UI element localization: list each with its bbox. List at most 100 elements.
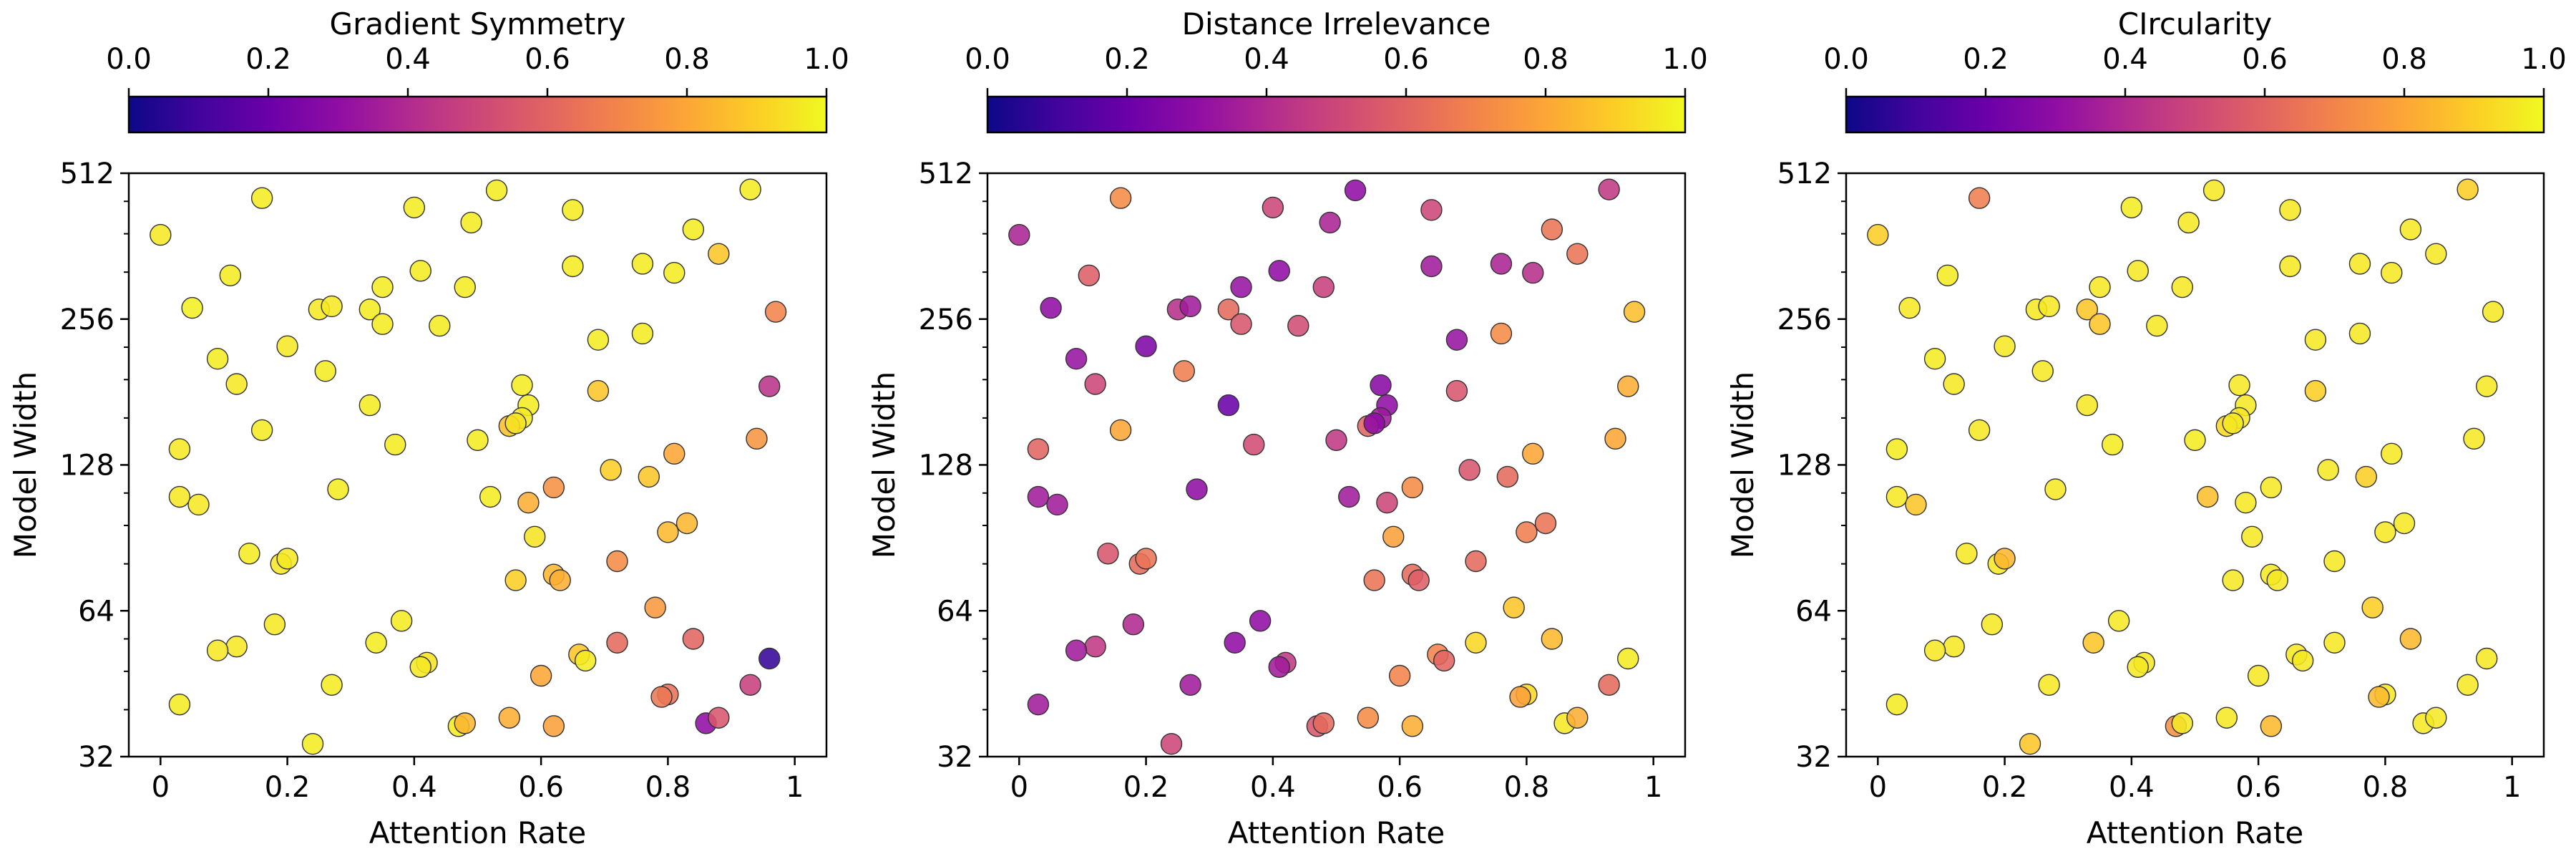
- data-point: [225, 635, 248, 658]
- y-tick-label: 512: [1777, 157, 1832, 190]
- data-point: [657, 521, 679, 543]
- y-tick-label: 512: [60, 157, 114, 190]
- data-point: [2038, 295, 2060, 318]
- x-tick-label: 0.2: [1982, 771, 2028, 804]
- data-point: [1490, 322, 1513, 345]
- data-point: [225, 373, 248, 395]
- points: [1008, 178, 1646, 755]
- data-point: [682, 218, 705, 241]
- x-tick-label: 0: [152, 771, 170, 804]
- colorbar-tick-label: 0.0: [965, 43, 1010, 76]
- data-point: [1420, 199, 1443, 221]
- colorbar-tick-label: 0.0: [1823, 43, 1869, 76]
- panel-3: CIrcularity 0.0 0.2 0.4 0.6 0.8 1.0 0 0.2 0.4 0.6 0…: [1725, 6, 2567, 850]
- data-point: [1217, 299, 1240, 321]
- data-point: [181, 296, 203, 319]
- data-point: [2031, 360, 2054, 382]
- colorbar-tick-label: 0.4: [1244, 43, 1289, 76]
- data-point: [2076, 299, 2099, 321]
- data-point: [467, 429, 489, 452]
- data-point: [2266, 569, 2288, 591]
- data-point: [2425, 707, 2447, 729]
- data-point: [1160, 732, 1183, 755]
- data-point: [1084, 635, 1106, 658]
- data-point: [1407, 569, 1430, 591]
- x-tick-label: 0: [1869, 771, 1887, 804]
- data-point: [542, 715, 565, 737]
- data-point: [542, 476, 565, 499]
- colorbar-tick-label: 0.8: [2381, 43, 2427, 76]
- data-point: [1217, 394, 1240, 417]
- data-point: [454, 276, 476, 299]
- data-point: [187, 493, 210, 516]
- colorbar-tick-label: 0.4: [2102, 43, 2148, 76]
- data-point: [1541, 628, 1563, 650]
- data-point: [1465, 550, 1487, 573]
- data-point: [2355, 465, 2378, 488]
- data-point: [276, 548, 298, 570]
- y-tick-label: 256: [60, 304, 114, 336]
- data-point: [2089, 313, 2111, 335]
- data-point: [2146, 314, 2168, 337]
- data-point: [250, 187, 273, 209]
- data-point: [1027, 438, 1050, 460]
- data-point: [1503, 596, 1525, 618]
- x-axis-label: Attention Rate: [2087, 815, 2304, 850]
- colorbar-title: CIrcularity: [2118, 6, 2272, 42]
- data-point: [2222, 412, 2244, 435]
- x-tick-label: 1: [786, 771, 804, 804]
- x-tick-label: 0.8: [645, 771, 691, 804]
- data-point: [1598, 178, 1620, 200]
- colorbar-tick-label: 1.0: [1662, 43, 1708, 76]
- data-point: [1135, 335, 1157, 357]
- y-axis-label: Model Width: [867, 372, 902, 558]
- data-point: [1566, 707, 1589, 729]
- data-point: [1268, 656, 1290, 678]
- colorbar-tick-label: 1.0: [2521, 43, 2567, 76]
- y-tick-label: 256: [919, 304, 973, 336]
- colorbar-tick-label: 0.6: [525, 43, 570, 76]
- data-point: [2476, 647, 2498, 670]
- data-point: [1994, 335, 2016, 357]
- y-tick-label: 128: [919, 450, 973, 482]
- data-point: [1109, 187, 1132, 209]
- data-point: [168, 485, 191, 508]
- colorbar: [986, 95, 1687, 134]
- data-point: [390, 610, 413, 632]
- data-point: [1968, 187, 1991, 209]
- data-point: [2368, 686, 2390, 708]
- data-point: [1496, 465, 1519, 488]
- x-tick-label: 0: [1010, 771, 1028, 804]
- data-point: [371, 276, 394, 299]
- plot-area: [129, 173, 826, 757]
- colorbar-tick-label: 0.0: [106, 43, 152, 76]
- data-point: [1027, 693, 1050, 716]
- data-point: [1065, 639, 1088, 661]
- data-point: [1046, 493, 1068, 516]
- data-point: [1243, 433, 1265, 456]
- data-point: [150, 223, 172, 246]
- data-point: [1458, 459, 1480, 481]
- data-point: [1388, 664, 1411, 687]
- data-point: [2076, 394, 2099, 417]
- colorbar-tick-label: 0.6: [1383, 43, 1429, 76]
- x-tick-label: 0.2: [1123, 771, 1169, 804]
- y-tick-label: 32: [937, 741, 973, 774]
- data-point: [2044, 478, 2067, 500]
- data-point: [219, 264, 242, 286]
- data-point: [485, 179, 508, 202]
- data-point: [1338, 485, 1360, 508]
- data-point: [358, 299, 381, 321]
- data-point: [1522, 442, 1544, 465]
- x-tick-label: 0.8: [1504, 771, 1550, 804]
- data-point: [1623, 301, 1646, 323]
- data-point: [2457, 178, 2479, 200]
- data-point: [1027, 485, 1050, 508]
- data-point: [2222, 569, 2244, 591]
- colorbar: [127, 95, 828, 134]
- data-point: [1357, 707, 1380, 729]
- y-tick-label: 256: [1777, 304, 1832, 336]
- data-point: [321, 295, 343, 318]
- colorbar-tick-label: 1.0: [804, 43, 849, 76]
